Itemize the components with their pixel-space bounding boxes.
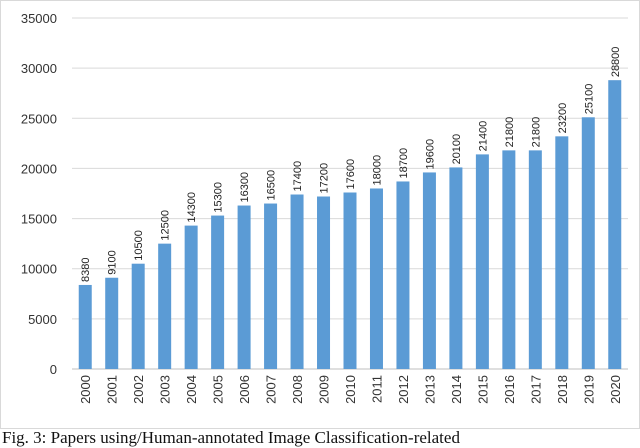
x-tick-label: 2001 [105, 375, 120, 404]
bar-2010 [343, 192, 357, 369]
data-label: 17200 [319, 163, 331, 194]
data-label: 25100 [583, 84, 595, 115]
x-tick-label: 2018 [555, 375, 570, 404]
bar-2012 [396, 181, 410, 369]
x-tick-label: 2011 [369, 375, 384, 403]
bar-2000 [78, 284, 92, 369]
bar-2014 [449, 167, 463, 369]
x-tick-label: 2016 [502, 375, 517, 404]
data-label: 17600 [345, 159, 357, 190]
data-label: 17400 [292, 161, 304, 192]
bar-2017 [528, 150, 542, 369]
bar-2020 [608, 80, 622, 370]
bar-2011 [369, 188, 383, 369]
y-tick-label: 15000 [21, 212, 57, 227]
data-label: 16500 [266, 170, 278, 201]
data-label: 21400 [477, 121, 489, 152]
x-tick-label: 2008 [290, 375, 305, 404]
bar-2005 [211, 215, 225, 369]
y-tick-label: 5000 [28, 312, 57, 327]
data-label: 12500 [160, 210, 172, 241]
y-tick-label: 20000 [21, 161, 57, 176]
data-label: 14300 [186, 192, 198, 223]
y-tick-label: 30000 [21, 61, 57, 76]
bar-2013 [422, 172, 436, 369]
bar-2016 [502, 150, 516, 369]
bar-2003 [158, 243, 172, 369]
data-label: 23200 [557, 103, 569, 134]
y-tick-label: 25000 [21, 111, 57, 126]
data-label: 21800 [530, 117, 542, 148]
x-tick-label: 2003 [158, 375, 173, 404]
bar-2019 [581, 117, 595, 369]
bar-chart: 0 5000 10000 15000 20000 25000 30000 35000 8380 2… [0, 0, 640, 429]
x-tick-label: 2015 [475, 375, 490, 404]
y-tick-label: 0 [50, 362, 57, 377]
bar-2004 [184, 225, 198, 369]
x-tick-label: 2010 [343, 375, 358, 404]
data-label: 15300 [213, 182, 225, 213]
x-tick-label: 2007 [264, 375, 279, 404]
bar-2008 [290, 194, 304, 369]
x-tick-label: 2000 [78, 375, 93, 404]
data-label: 20100 [451, 134, 463, 165]
x-tick-label: 2004 [184, 375, 199, 404]
x-tick-label: 2009 [317, 375, 332, 404]
x-tick-label: 2006 [237, 375, 252, 404]
bar-2006 [237, 205, 251, 369]
data-label: 18000 [371, 155, 383, 186]
data-label: 19600 [424, 139, 436, 170]
data-label: 21800 [504, 117, 516, 148]
x-tick-label: 2014 [449, 375, 464, 404]
x-tick-label: 2017 [528, 375, 543, 404]
data-label: 28800 [610, 47, 622, 78]
figure-caption: Fig. 3: Papers using/Human-annotated Ima… [2, 428, 460, 447]
x-tick-label: 2019 [581, 375, 596, 404]
bar-2009 [317, 196, 331, 369]
x-tick-label: 2020 [608, 375, 623, 404]
data-label: 8380 [80, 257, 92, 281]
bar-2002 [131, 263, 145, 369]
data-label: 9100 [107, 250, 119, 274]
y-tick-label: 35000 [21, 11, 57, 26]
data-label: 16300 [239, 172, 251, 203]
x-tick-label: 2012 [396, 375, 411, 404]
data-label: 18700 [398, 148, 410, 179]
x-tick-label: 2002 [131, 375, 146, 404]
x-tick-label: 2005 [211, 375, 226, 404]
x-tick-label: 2013 [422, 375, 437, 404]
bar-2015 [475, 154, 489, 369]
bar-2007 [264, 203, 278, 369]
bar-2001 [105, 277, 119, 369]
bar-2018 [555, 136, 569, 369]
data-label: 10500 [133, 230, 145, 261]
y-tick-label: 10000 [21, 262, 57, 277]
